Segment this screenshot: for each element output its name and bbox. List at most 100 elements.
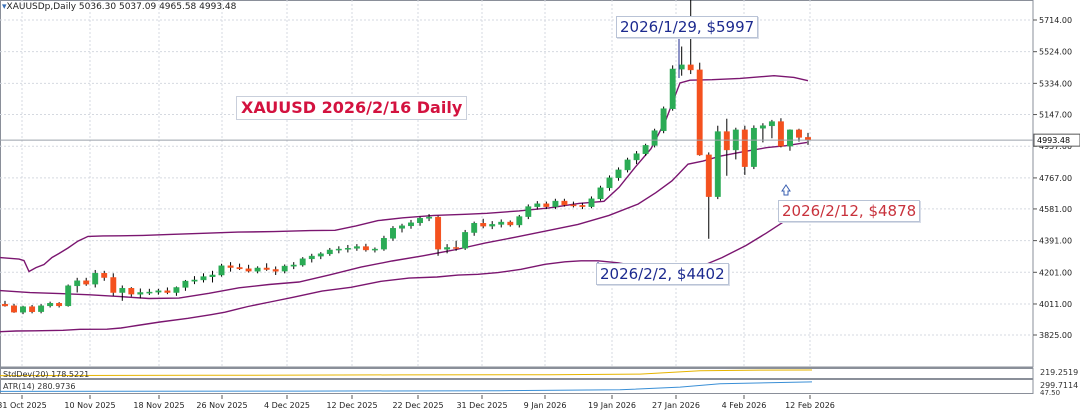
candle-body (191, 279, 198, 282)
price-tick-label: 5334.00 (1039, 79, 1072, 88)
candle-body (570, 204, 577, 207)
candle-body (236, 267, 243, 270)
chart-title: XAUUSD 2026/2/16 Daily (236, 96, 468, 120)
candle-body (543, 203, 550, 207)
candles (2, 0, 811, 315)
candle-body (552, 200, 559, 207)
candle-body (128, 288, 135, 295)
atr-panel-frame (0, 379, 1034, 394)
candle-body (705, 154, 712, 197)
candle-body (471, 223, 478, 233)
candle-body (426, 216, 433, 219)
stddev-axis-value: 219.2519 (1040, 368, 1079, 377)
candle-body (687, 64, 694, 71)
candle-body (606, 177, 613, 189)
candle-body (453, 247, 460, 249)
candle-body (20, 306, 26, 313)
time-tick-label: 18 Nov 2025 (133, 401, 184, 410)
candle-body (299, 258, 306, 266)
candle-body (74, 280, 81, 287)
stddev-panel-frame (0, 368, 1034, 379)
candle-body (92, 273, 99, 285)
time-tick-label: 26 Nov 2025 (196, 401, 247, 410)
candle-body (65, 285, 72, 307)
candle-body (137, 292, 144, 295)
atr-label: ATR(14) 280.9736 (3, 382, 76, 391)
candle-body (110, 277, 117, 293)
candle-body (173, 287, 180, 293)
price-tick-label: 3825.00 (1039, 331, 1072, 340)
stddev-line (0, 369, 813, 377)
candle-body (209, 274, 216, 277)
candle-body (696, 69, 703, 156)
annotation-recent: 2026/2/12, $4878 (778, 200, 921, 222)
candle-body (218, 265, 225, 276)
ohlc-values: 5036.30 5037.09 4965.58 4993.48 (78, 2, 237, 12)
time-tick-label: 22 Dec 2025 (392, 401, 443, 410)
candle-body (326, 249, 333, 255)
candle-body (525, 206, 532, 217)
candle-body (155, 290, 162, 293)
candle-body (83, 280, 90, 285)
candle-body (362, 246, 369, 251)
price-tick-label: 4957.00 (1039, 142, 1072, 151)
candle-body (561, 200, 568, 206)
annotation-low: 2026/2/2, $4402 (596, 263, 729, 285)
candle-body (597, 187, 604, 200)
candle-body (462, 232, 469, 249)
time-tick-label: 31 Oct 2025 (0, 401, 47, 410)
candle-body (182, 280, 189, 288)
candle-body (579, 205, 586, 207)
candle-body (669, 68, 676, 109)
candle-body (344, 248, 351, 250)
symbol-label: XAUUSDp,Daily (6, 2, 77, 12)
candle-body (272, 269, 279, 272)
price-tick-label: 5524.00 (1039, 48, 1072, 57)
time-tick-label: 31 Dec 2025 (456, 401, 507, 410)
annotation-high: 2026/1/29, $5997 (616, 16, 759, 38)
candle-body (227, 265, 234, 268)
price-tick-label: 4767.00 (1039, 174, 1072, 183)
candle-body (759, 125, 766, 129)
candle-body (281, 265, 288, 272)
candle-body (507, 221, 514, 226)
time-tick-label: 4 Dec 2025 (264, 401, 310, 410)
candle-body (47, 303, 54, 307)
candle-body (263, 267, 270, 270)
candle-body (678, 64, 685, 70)
price-axis: 5714.00 5524.00 5334.00 5147.00 4957.00 4767.… (1033, 16, 1080, 340)
candle-body (660, 108, 667, 131)
candle-body (308, 255, 315, 260)
candle-body (254, 267, 261, 272)
symbol-icon: ▾ (2, 2, 7, 12)
price-tick-label: 4391.00 (1039, 237, 1072, 246)
time-tick-label: 12 Feb 2026 (785, 401, 835, 410)
candle-body (489, 224, 496, 227)
price-tick-label: 4201.00 (1039, 268, 1072, 277)
time-tick-label: 10 Nov 2025 (64, 401, 115, 410)
candle-body (796, 129, 802, 138)
atr-axis-value: 299.7114 (1040, 381, 1079, 390)
stddev-label: StdDev(20) 178.5221 (3, 370, 90, 379)
candle-body (480, 223, 487, 227)
candle-body (245, 268, 252, 272)
candle-body (741, 129, 748, 167)
candle-body (353, 246, 360, 249)
candle-body (11, 305, 17, 313)
candle-body (371, 248, 378, 251)
candle-body (417, 218, 423, 224)
candle-body (588, 198, 595, 207)
candle-body (642, 145, 649, 154)
candle-body (444, 247, 451, 250)
candle-body (498, 221, 505, 225)
candle-body (56, 303, 63, 307)
candle-body (750, 127, 757, 167)
price-tick-label: 5147.00 (1039, 111, 1072, 120)
ohlc-header: ▾XAUUSDp,Daily 5036.30 5037.09 4965.58 4… (2, 2, 236, 12)
atr-axis-value-2: 47.50 (1040, 389, 1061, 397)
candle-body (380, 238, 387, 250)
time-axis: 31 Oct 2025 10 Nov 2025 18 Nov 2025 26 Nov … (0, 395, 835, 410)
candle-body (119, 288, 126, 293)
candle-body (29, 306, 36, 312)
